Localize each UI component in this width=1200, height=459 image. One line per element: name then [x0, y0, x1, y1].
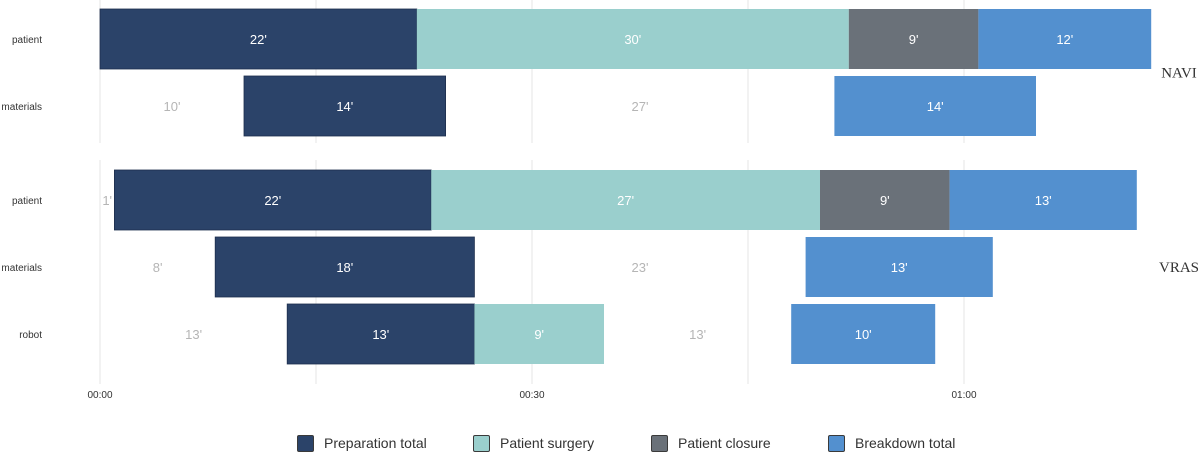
- legend-swatch: [651, 434, 668, 452]
- bar-segment-prep: [243, 75, 447, 137]
- segment-label: 12': [1056, 32, 1073, 47]
- segment-label: 14': [927, 99, 944, 114]
- legend-item-breakdown: Breakdown total: [828, 433, 955, 453]
- legend-swatch: [473, 434, 490, 452]
- bar-segment-breakdown: [805, 237, 993, 297]
- row-label: patient: [12, 196, 42, 207]
- row-patient: patient 1' 22' 27' 9' 13': [12, 169, 1137, 231]
- legend-label: Patient surgery: [500, 435, 595, 451]
- legend-swatch: [297, 434, 314, 452]
- group-navi: patient 22' 30' 9' 12' materials 10' 14' 27' 14' N…: [1, 8, 1197, 137]
- segment-label: 13': [372, 327, 389, 342]
- bar-segment-surgery: [431, 170, 820, 230]
- row-patient: patient 22' 30' 9' 12': [12, 8, 1152, 70]
- row-robot: robot 13' 13' 9' 13' 10': [19, 303, 936, 365]
- bar-segment-breakdown: [978, 9, 1152, 69]
- row-label: materials: [1, 102, 42, 113]
- segment-label: 13': [1035, 193, 1052, 208]
- segment-label: 18': [336, 260, 353, 275]
- bar-segment-closure: [848, 9, 979, 69]
- legend-swatch: [828, 434, 845, 452]
- x-tick-label: 00:00: [87, 390, 112, 401]
- bar-segment-prep: [114, 169, 432, 231]
- row-label: patient: [12, 35, 42, 46]
- legend: Preparation total Patient surgery Patient …: [0, 433, 1200, 459]
- segment-label: 1': [102, 193, 112, 208]
- segment-label: 22': [250, 32, 267, 47]
- segment-label: 9': [534, 327, 544, 342]
- bar-segment-prep: [214, 236, 475, 298]
- segment-label: 13': [689, 327, 706, 342]
- group-label: VRAS: [1159, 260, 1199, 276]
- segment-label: 22': [264, 193, 281, 208]
- segment-label: 27': [617, 193, 634, 208]
- bar-segment-closure: [820, 170, 950, 230]
- legend-label: Breakdown total: [855, 435, 956, 451]
- timeline-chart: 00:00 00:30 01:00 patient 22' 30' 9' 12' materia…: [1, 0, 1199, 401]
- bar-segment-prep: [99, 8, 418, 70]
- x-tick-label: 00:30: [519, 390, 544, 401]
- group-vras: patient 1' 22' 27' 9' 13' materials 8' 18' 23' 13'…: [1, 169, 1199, 365]
- legend-item-surgery: Patient surgery: [473, 433, 594, 453]
- segment-label: 10': [164, 99, 181, 114]
- row-label: materials: [1, 263, 42, 274]
- row-materials: materials 8' 18' 23' 13': [1, 236, 993, 298]
- bar-segment-surgery: [416, 9, 849, 69]
- segment-label: 9': [909, 32, 919, 47]
- legend-item-prep: Preparation total: [297, 433, 427, 453]
- bar-segment-surgery: [474, 304, 604, 364]
- segment-label: 14': [336, 99, 353, 114]
- segment-label: 8': [153, 260, 163, 275]
- bar-segment-prep: [286, 303, 475, 365]
- row-materials: materials 10' 14' 27' 14': [1, 75, 1036, 137]
- segment-label: 30': [624, 32, 641, 47]
- bar-segment-breakdown: [791, 304, 936, 364]
- segment-label: 27': [632, 99, 649, 114]
- legend-label: Preparation total: [324, 435, 427, 451]
- legend-label: Patient closure: [678, 435, 771, 451]
- x-tick-label: 01:00: [951, 390, 976, 401]
- bar-segment-breakdown: [949, 170, 1137, 230]
- row-label: robot: [19, 330, 42, 341]
- bar-segment-breakdown: [834, 76, 1036, 136]
- segment-label: 13': [185, 327, 202, 342]
- group-label: NAVI: [1161, 66, 1197, 82]
- segment-label: 13': [891, 260, 908, 275]
- segment-label: 10': [855, 327, 872, 342]
- segment-label: 9': [880, 193, 890, 208]
- segment-label: 23': [632, 260, 649, 275]
- legend-item-closure: Patient closure: [651, 433, 771, 453]
